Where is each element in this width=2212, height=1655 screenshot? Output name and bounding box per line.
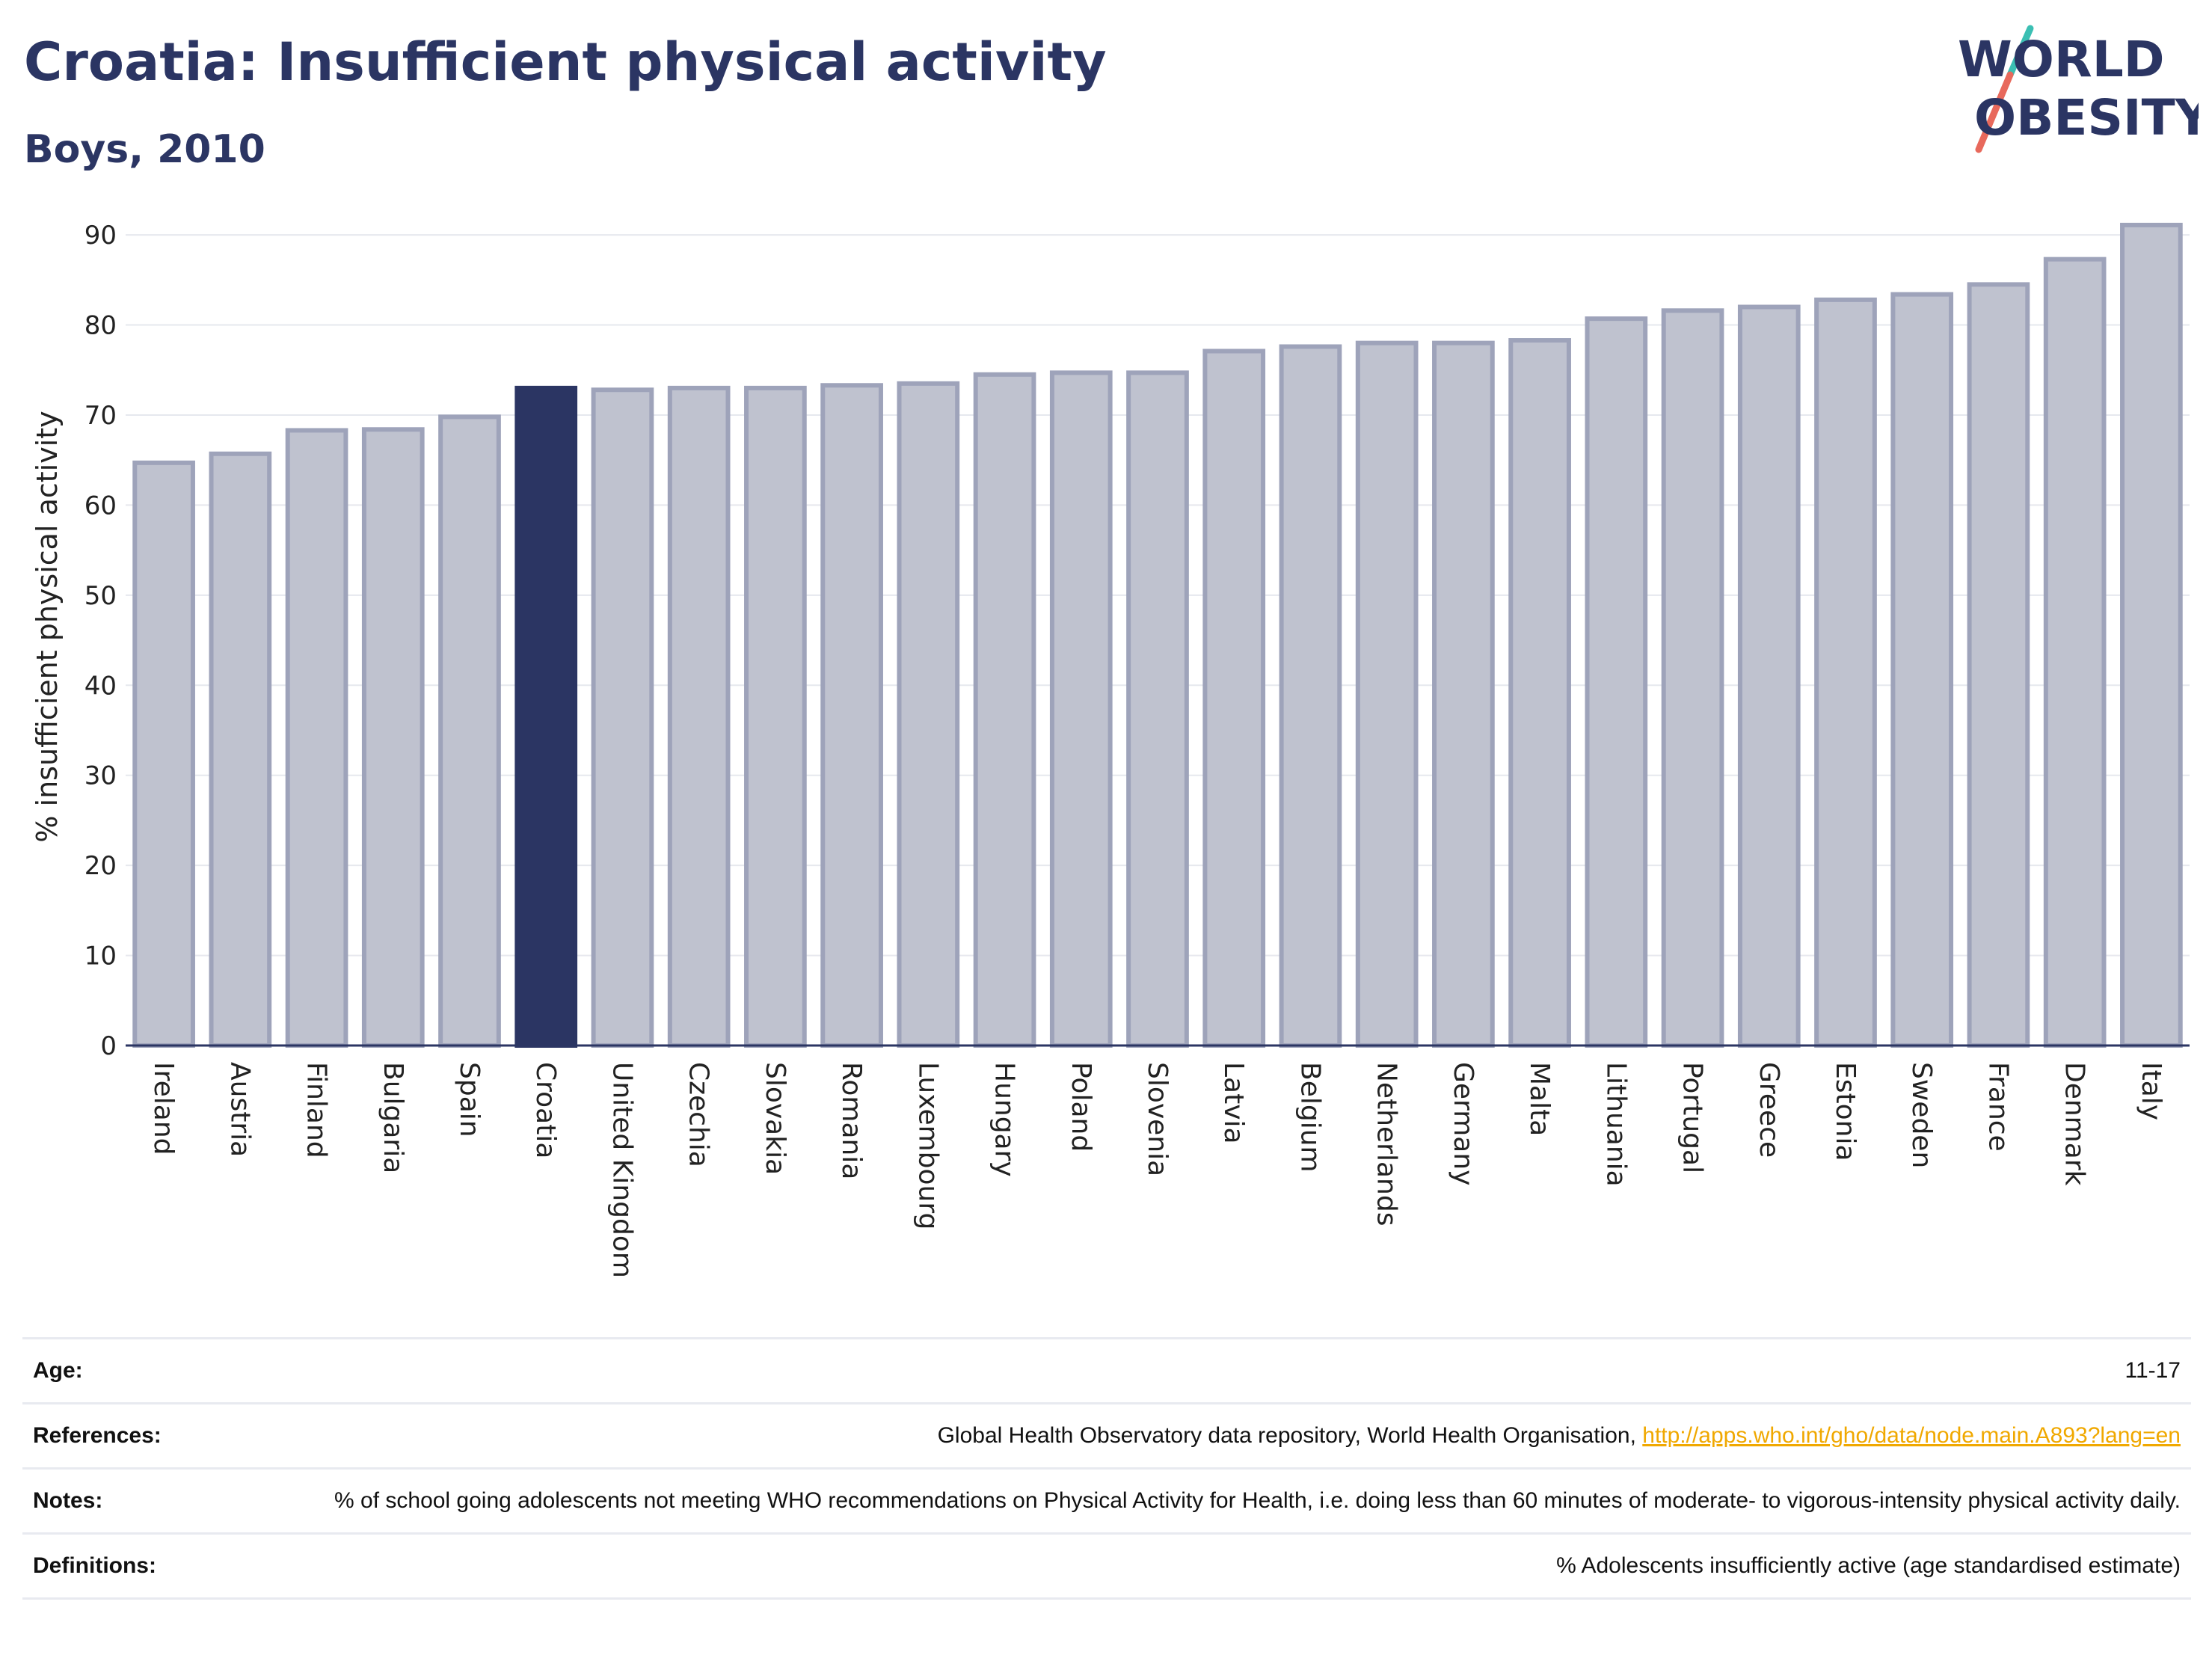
- bar-united-kingdom: [591, 387, 654, 1048]
- x-tick-label: Malta: [1524, 1062, 1555, 1136]
- x-tick-label: Italy: [2136, 1062, 2166, 1120]
- x-tick-label: United Kingdom: [606, 1062, 637, 1278]
- logo-text-obesity: OBESITY: [1974, 89, 2199, 147]
- bar-malta: [1508, 338, 1571, 1048]
- x-tick-label: Denmark: [2059, 1062, 2090, 1186]
- x-tick-label: Latvia: [1218, 1062, 1249, 1144]
- bar-luxembourg: [897, 381, 960, 1048]
- bar-poland: [1049, 370, 1113, 1048]
- info-value-notes: % of school going adolescents not meetin…: [268, 1467, 2191, 1534]
- x-tick-label: Slovakia: [760, 1062, 790, 1175]
- bar-croatia: [514, 385, 578, 1048]
- bar-slovakia: [744, 385, 807, 1048]
- info-row-age: Age: 11-17: [22, 1337, 2191, 1404]
- info-label-notes: Notes:: [22, 1467, 268, 1534]
- x-tick-label: Bulgaria: [378, 1062, 408, 1173]
- x-tick-label: Slovenia: [1142, 1062, 1173, 1176]
- x-tick-label: Poland: [1066, 1062, 1096, 1152]
- bar-spain: [438, 414, 501, 1048]
- x-tick-label: Romania: [836, 1062, 867, 1179]
- bar-denmark: [2043, 257, 2107, 1048]
- y-tick-label: 80: [85, 311, 117, 341]
- info-table: Age: 11-17 References: Global Health Obs…: [22, 1337, 2191, 1600]
- bar-finland: [285, 428, 348, 1048]
- x-tick-label: Sweden: [1906, 1062, 1937, 1168]
- bar-estonia: [1814, 297, 1877, 1048]
- bar-austria: [209, 451, 272, 1048]
- x-tick-label: Belgium: [1294, 1062, 1325, 1173]
- y-tick-label: 10: [85, 942, 117, 971]
- x-tick-label: Croatia: [530, 1062, 561, 1158]
- x-tick-label: Germany: [1448, 1062, 1478, 1185]
- info-label-definitions: Definitions:: [22, 1532, 268, 1600]
- x-tick-label: Lithuania: [1600, 1062, 1631, 1187]
- bar-latvia: [1202, 348, 1266, 1048]
- info-row-definitions: Definitions: % Adolescents insufficientl…: [22, 1532, 2191, 1600]
- info-row-references: References: Global Health Observatory da…: [22, 1402, 2191, 1469]
- logo-slash-top: [2006, 25, 2034, 79]
- bar-czechia: [667, 385, 731, 1048]
- x-tick-label: Austria: [224, 1062, 255, 1157]
- page-subtitle: Boys, 2010: [24, 127, 265, 172]
- x-tick-label: Finland: [301, 1062, 332, 1158]
- info-value-references-cell: Global Health Observatory data repositor…: [268, 1402, 2191, 1469]
- info-label-references: References:: [22, 1402, 268, 1469]
- bar-portugal: [1661, 308, 1724, 1048]
- x-tick-label: Hungary: [989, 1062, 1020, 1177]
- bar-sweden: [1890, 292, 1954, 1048]
- page-title: Croatia: Insufficient physical activity: [24, 31, 1107, 93]
- info-row-notes: Notes: % of school going adolescents not…: [22, 1467, 2191, 1534]
- bar-ireland: [132, 460, 195, 1048]
- x-tick-label: Czechia: [683, 1062, 714, 1167]
- bar-lithuania: [1585, 316, 1648, 1048]
- logo-slash-bottom: [1975, 71, 2014, 153]
- y-tick-label: 40: [85, 671, 117, 701]
- bar-germany: [1432, 340, 1495, 1048]
- logo-text-world: WORLD: [1958, 31, 2165, 88]
- bar-chart: 0 10 20 30 40 50 60 70 80 90 % insufficient physic…: [31, 221, 2190, 1278]
- info-label-age: Age:: [22, 1337, 268, 1404]
- info-value-age: 11-17: [268, 1337, 2191, 1404]
- y-tick-label: 20: [85, 851, 117, 881]
- bar-belgium: [1279, 344, 1342, 1048]
- x-tick-label: Greece: [1754, 1062, 1784, 1158]
- bar-netherlands: [1355, 340, 1419, 1048]
- bar-bulgaria: [361, 427, 425, 1048]
- reference-link[interactable]: http://apps.who.int/gho/data/node.main.A…: [1642, 1423, 2181, 1448]
- y-tick-label: 90: [85, 221, 117, 251]
- y-axis-label: % insufficient physical activity: [31, 411, 64, 842]
- bar-slovenia: [1126, 370, 1189, 1048]
- x-tick-label: Spain: [454, 1062, 485, 1137]
- bar-france: [1967, 282, 2030, 1048]
- bar-greece: [1737, 304, 1801, 1048]
- x-tick-label: France: [1982, 1062, 2013, 1152]
- y-tick-label: 70: [85, 401, 117, 431]
- y-tick-label: 60: [85, 491, 117, 521]
- y-tick-label: 30: [85, 761, 117, 791]
- bar-italy: [2120, 222, 2183, 1048]
- x-tick-label: Netherlands: [1371, 1062, 1402, 1226]
- bar-romania: [820, 383, 883, 1048]
- y-tick-label: 50: [85, 581, 117, 611]
- x-tick-label: Estonia: [1830, 1062, 1861, 1161]
- info-value-references: Global Health Observatory data repositor…: [937, 1423, 1643, 1448]
- info-value-definitions: % Adolescents insufficiently active (age…: [268, 1532, 2191, 1600]
- x-tick-label: Portugal: [1677, 1062, 1708, 1173]
- x-tick-label: Ireland: [148, 1062, 179, 1155]
- y-tick-label: 0: [100, 1031, 117, 1061]
- bar-hungary: [973, 372, 1036, 1048]
- x-tick-label: Luxembourg: [912, 1062, 943, 1229]
